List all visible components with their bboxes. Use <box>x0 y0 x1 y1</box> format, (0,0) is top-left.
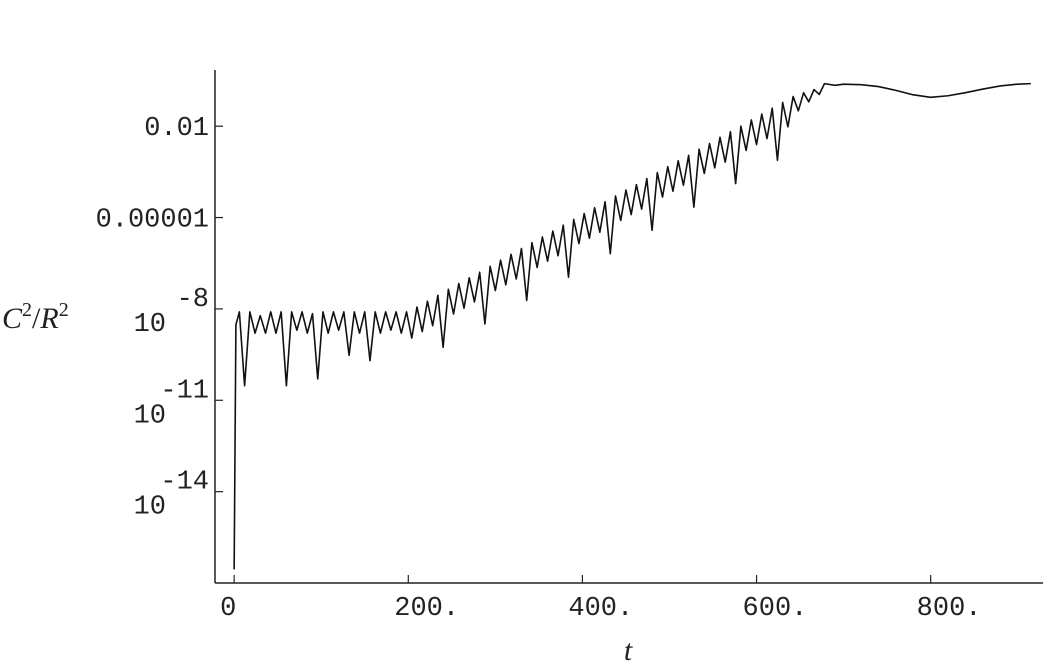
y-tick-exponent: -8 <box>177 285 209 315</box>
x-axis-label: t <box>624 634 633 667</box>
y-tick-exponent: -14 <box>160 468 209 498</box>
x-tick-label: 600. <box>743 594 808 624</box>
x-tick-label: 0 <box>220 594 236 624</box>
x-tick-label: 200. <box>394 594 459 624</box>
y-axis-label: C2/R2 <box>2 299 69 335</box>
y-tick-label: 0.00001 <box>96 206 209 236</box>
y-label-part: 2 <box>22 299 32 321</box>
y-tick-exponent: -11 <box>160 376 209 406</box>
y-tick-label: 10 <box>134 401 166 431</box>
y-label-part: 2 <box>59 299 69 321</box>
y-tick-label: 10 <box>134 310 166 340</box>
x-tick-label: 400. <box>568 594 633 624</box>
y-label-part: C <box>2 302 23 335</box>
y-tick-label: 10 <box>134 493 166 523</box>
y-label-part: / <box>32 302 41 335</box>
y-tick-label: 0.01 <box>144 114 209 144</box>
data-line <box>233 82 1031 570</box>
y-label-part: R <box>39 302 58 335</box>
x-tick-label: 800. <box>917 594 982 624</box>
